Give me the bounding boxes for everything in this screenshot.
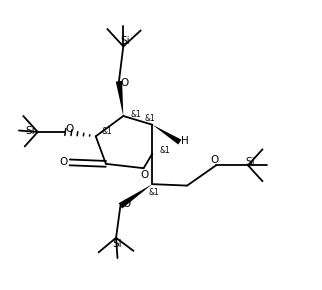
Polygon shape bbox=[116, 81, 123, 116]
Polygon shape bbox=[118, 184, 152, 209]
Polygon shape bbox=[152, 125, 181, 144]
Text: &1: &1 bbox=[159, 146, 170, 155]
Text: O: O bbox=[121, 78, 129, 88]
Text: O: O bbox=[65, 124, 74, 134]
Text: O: O bbox=[122, 199, 130, 209]
Text: Si: Si bbox=[245, 157, 255, 167]
Text: &1: &1 bbox=[131, 110, 142, 119]
Text: Si: Si bbox=[113, 239, 122, 249]
Text: &1: &1 bbox=[148, 188, 159, 197]
Text: H: H bbox=[181, 136, 189, 146]
Text: O: O bbox=[140, 171, 148, 180]
Text: Si: Si bbox=[26, 126, 35, 136]
Text: Si: Si bbox=[120, 36, 129, 46]
Text: &1: &1 bbox=[144, 114, 155, 124]
Text: O: O bbox=[59, 157, 67, 166]
Text: O: O bbox=[211, 155, 219, 165]
Text: &1: &1 bbox=[102, 127, 113, 137]
